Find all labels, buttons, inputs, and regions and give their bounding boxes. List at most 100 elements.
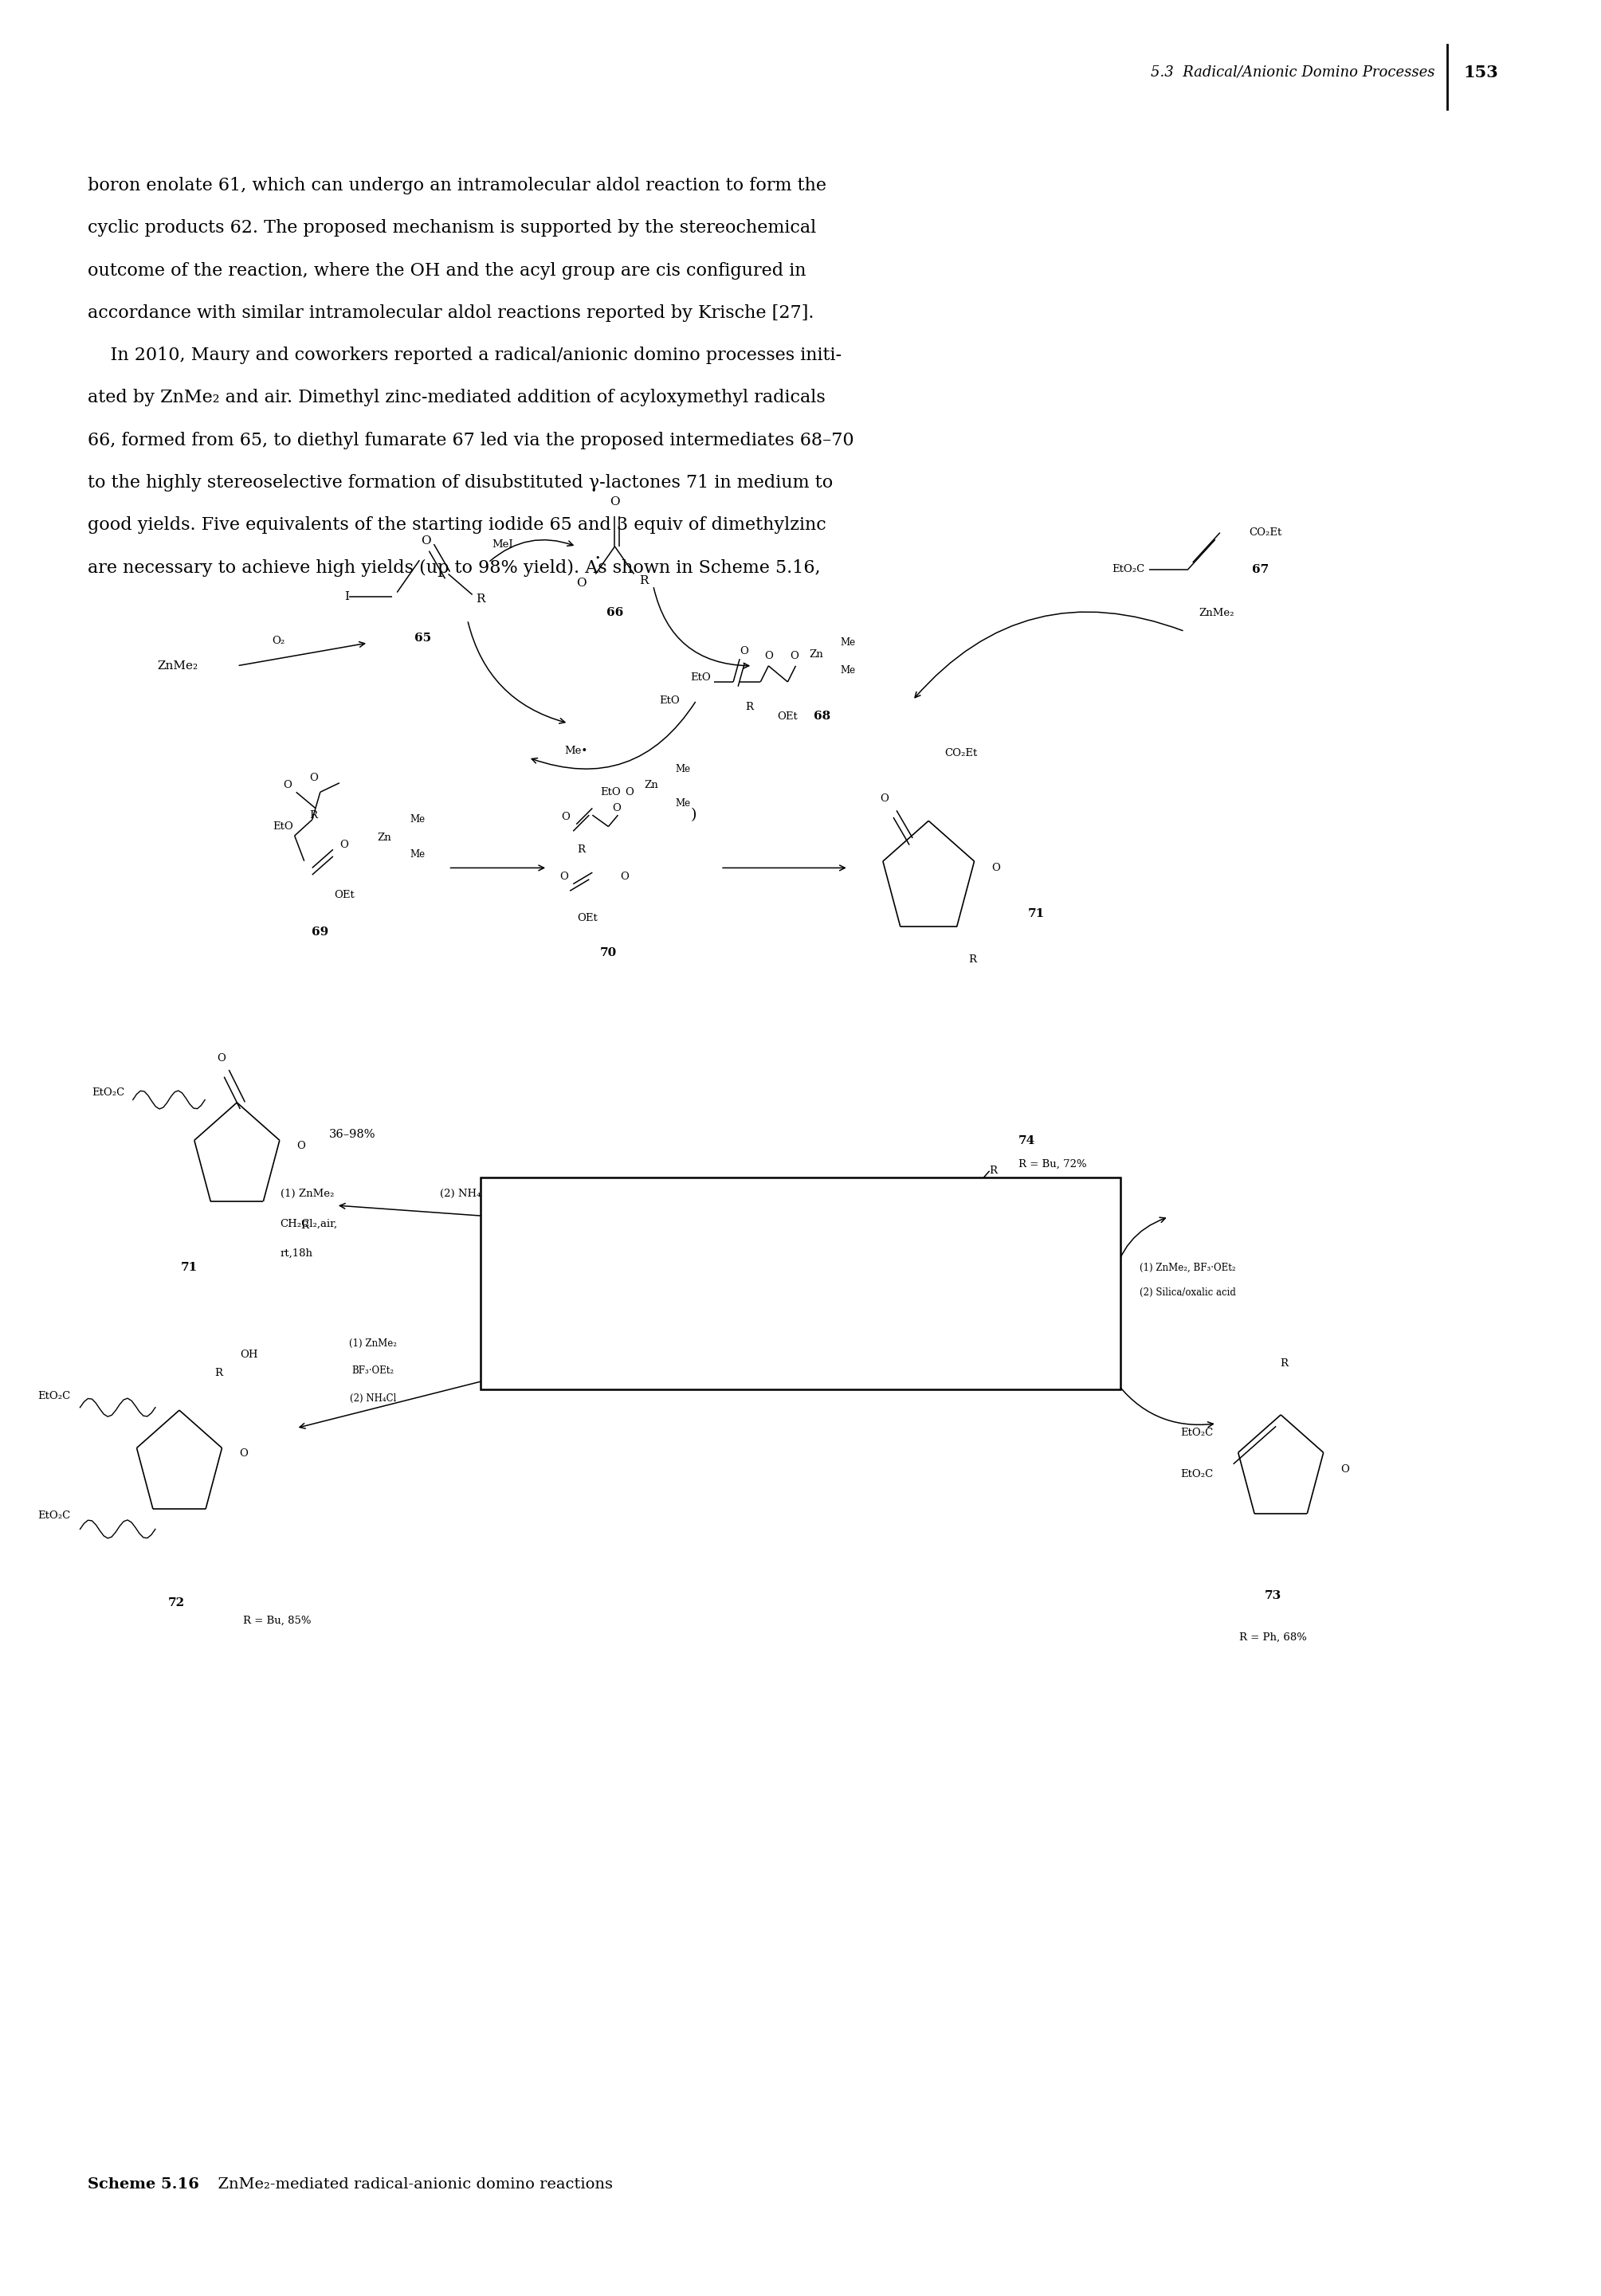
Text: (1) ZnMe₂: (1) ZnMe₂ <box>280 1189 335 1199</box>
Text: R = Bu, 72%: R = Bu, 72% <box>1018 1159 1087 1169</box>
Text: Me: Me <box>410 815 426 824</box>
Text: EtO: EtO <box>600 788 621 797</box>
Text: 70: 70 <box>600 948 616 957</box>
Text: O₂: O₂ <box>272 636 285 645</box>
Text: EtO₂C: EtO₂C <box>528 1263 562 1272</box>
Text: O: O <box>991 863 1001 872</box>
Text: 71: 71 <box>181 1263 199 1272</box>
Text: In 2010, Maury and coworkers reported a radical/anionic domino processes initi-: In 2010, Maury and coworkers reported a … <box>88 347 842 365</box>
Text: O: O <box>296 1141 306 1150</box>
Text: Me: Me <box>841 638 857 647</box>
Text: O: O <box>560 872 568 882</box>
Text: (2) NH₄Cl: (2) NH₄Cl <box>349 1394 397 1403</box>
Text: OEt: OEt <box>578 914 597 923</box>
Text: ated by ZnMe₂ and air. Dimethyl zinc-mediated addition of acyloxymethyl radicals: ated by ZnMe₂ and air. Dimethyl zinc-med… <box>88 388 826 406</box>
Text: (2) NH₄Cl: (2) NH₄Cl <box>440 1189 493 1199</box>
Text: +: + <box>711 1277 724 1290</box>
Text: O: O <box>620 872 629 882</box>
Text: Me: Me <box>410 850 426 859</box>
Text: ZnMe₂-mediated radical-anionic domino reactions: ZnMe₂-mediated radical-anionic domino re… <box>208 2177 613 2190</box>
Text: EtO: EtO <box>660 696 680 705</box>
Text: Zn: Zn <box>378 833 391 843</box>
Text: R: R <box>1281 1359 1287 1368</box>
Text: O: O <box>216 1054 226 1063</box>
Text: MeI: MeI <box>492 540 514 549</box>
Text: EtO₂C: EtO₂C <box>1180 1428 1214 1437</box>
Text: O: O <box>421 535 431 546</box>
Text: O: O <box>789 650 799 661</box>
Text: to the highly stereoselective formation of disubstituted γ-lactones 71 in medium: to the highly stereoselective formation … <box>88 475 834 491</box>
Text: Me: Me <box>676 799 692 808</box>
Text: EtO₂C: EtO₂C <box>1180 1469 1214 1479</box>
Text: ): ) <box>690 808 696 822</box>
Text: CO₂Et: CO₂Et <box>618 1242 652 1251</box>
Text: R: R <box>969 955 977 964</box>
Text: 73: 73 <box>1265 1591 1281 1600</box>
Text: 66, formed from 65, to diethyl fumarate 67 led via the proposed intermediates 68: 66, formed from 65, to diethyl fumarate … <box>88 432 855 450</box>
Text: (1) ZnMe₂: (1) ZnMe₂ <box>349 1339 397 1348</box>
Text: cyclic products 62. The proposed mechanism is supported by the stereochemical: cyclic products 62. The proposed mechani… <box>88 218 817 236</box>
Text: I: I <box>752 1279 757 1288</box>
Text: I: I <box>344 592 349 602</box>
Text: EtO₂C: EtO₂C <box>37 1391 70 1401</box>
Text: Me: Me <box>841 666 857 675</box>
Text: O: O <box>978 1228 986 1238</box>
Text: OEt: OEt <box>335 891 354 900</box>
Text: O: O <box>740 645 749 657</box>
Text: 67: 67 <box>1252 565 1270 574</box>
Text: (2) Silica/oxalic acid: (2) Silica/oxalic acid <box>1140 1288 1236 1297</box>
Text: boron enolate 61, which can undergo an intramolecular aldol reaction to form the: boron enolate 61, which can undergo an i… <box>88 177 826 195</box>
Text: EtO₂C: EtO₂C <box>959 1322 993 1332</box>
Text: O: O <box>1340 1465 1350 1474</box>
Text: R = Ph, 68%: R = Ph, 68% <box>1239 1632 1306 1642</box>
Text: O: O <box>309 771 319 783</box>
Text: CH₂Cl₂,air,: CH₂Cl₂,air, <box>280 1219 338 1228</box>
Text: O: O <box>562 813 570 822</box>
Text: 71: 71 <box>1028 909 1045 918</box>
Text: 68: 68 <box>813 712 831 721</box>
Text: EtO: EtO <box>272 822 293 831</box>
Text: ZnMe₂: ZnMe₂ <box>1199 608 1234 618</box>
Text: Me•: Me• <box>565 746 588 755</box>
Text: R: R <box>309 810 317 820</box>
Text: O: O <box>881 794 889 804</box>
Text: O: O <box>239 1449 248 1458</box>
Text: Me: Me <box>676 765 692 774</box>
Text: EtO₂C: EtO₂C <box>37 1511 70 1520</box>
Text: accordance with similar intramolecular aldol reactions reported by Krische [27].: accordance with similar intramolecular a… <box>88 303 815 321</box>
Text: good yields. Five equivalents of the starting iodide 65 and 3 equiv of dimethylz: good yields. Five equivalents of the sta… <box>88 517 826 535</box>
Text: EtO₂C: EtO₂C <box>91 1088 125 1097</box>
Text: R: R <box>639 576 648 585</box>
Text: CO₂Et: CO₂Et <box>945 748 978 758</box>
Text: Zn: Zn <box>645 781 658 790</box>
Text: O: O <box>283 781 291 790</box>
Text: R: R <box>845 1279 853 1288</box>
Text: 69: 69 <box>312 928 328 937</box>
Text: outcome of the reaction, where the OH and the acyl group are cis configured in: outcome of the reaction, where the OH an… <box>88 262 807 280</box>
Text: are necessary to achieve high yields (up to 98% yield). As shown in Scheme 5.16,: are necessary to achieve high yields (up… <box>88 558 821 576</box>
Text: OEt: OEt <box>778 712 797 721</box>
Text: 5.3  Radical/Anionic Domino Processes: 5.3 Radical/Anionic Domino Processes <box>1151 64 1434 80</box>
Text: O: O <box>792 1249 802 1261</box>
Text: 36–98%: 36–98% <box>328 1130 376 1139</box>
Text: rt,18h: rt,18h <box>280 1249 312 1258</box>
Text: R: R <box>301 1221 309 1231</box>
Text: 153: 153 <box>1463 64 1499 80</box>
Text: (2) NH₄Cl: (2) NH₄Cl <box>881 1258 927 1267</box>
Text: O=: O= <box>943 1192 961 1201</box>
Text: 74: 74 <box>1018 1137 1036 1146</box>
Text: O: O <box>624 788 634 797</box>
Text: EtO: EtO <box>690 673 711 682</box>
Text: R: R <box>746 703 752 712</box>
FancyBboxPatch shape <box>480 1178 1121 1389</box>
Text: O: O <box>339 840 349 850</box>
Text: (1) ZnMe₂, BF₃·OEt₂: (1) ZnMe₂, BF₃·OEt₂ <box>1140 1263 1236 1272</box>
Text: O: O <box>576 579 586 588</box>
Text: R: R <box>215 1368 223 1378</box>
Text: 66: 66 <box>607 608 623 618</box>
Text: •: • <box>594 553 600 563</box>
Text: 67: 67 <box>556 1332 572 1341</box>
Text: O: O <box>810 1279 818 1288</box>
Text: O: O <box>610 496 620 507</box>
Text: R = Bu, 85%: R = Bu, 85% <box>243 1616 312 1626</box>
